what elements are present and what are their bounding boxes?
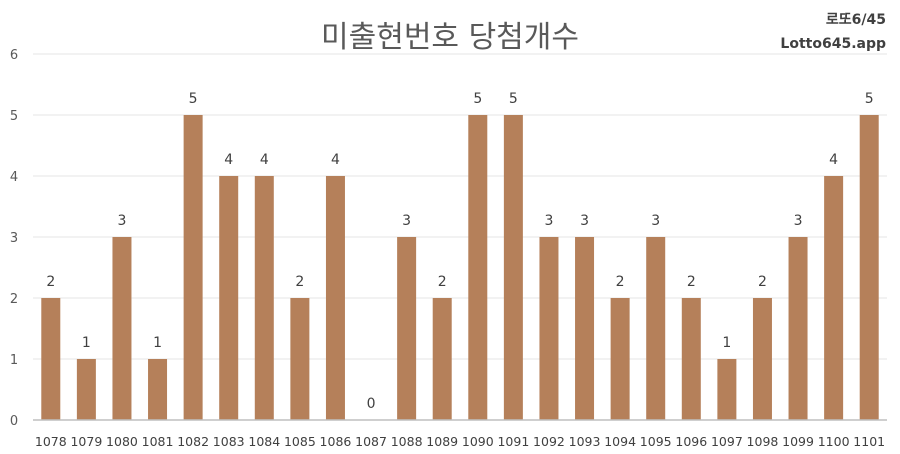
bar (646, 237, 666, 420)
x-tick-label: 1093 (569, 434, 601, 449)
y-tick-label: 1 (10, 353, 18, 368)
data-label: 4 (331, 152, 340, 168)
bar (610, 298, 630, 420)
data-label: 5 (189, 91, 198, 107)
bar (539, 237, 559, 420)
x-tick-label: 1099 (782, 434, 814, 449)
bar (219, 176, 239, 420)
data-label: 1 (153, 335, 162, 351)
bar (41, 298, 61, 420)
x-tick-label: 1082 (177, 434, 209, 449)
bar (397, 237, 417, 420)
x-tick-label: 1094 (604, 434, 636, 449)
data-label: 4 (829, 152, 838, 168)
x-tick-label: 1095 (640, 434, 672, 449)
bar (681, 298, 701, 420)
x-tick-label: 1079 (70, 434, 102, 449)
y-tick-label: 0 (10, 414, 18, 429)
data-label: 1 (82, 335, 91, 351)
x-tick-label: 1083 (213, 434, 245, 449)
data-label: 3 (544, 213, 553, 229)
bar (717, 359, 737, 420)
data-label: 2 (616, 274, 625, 290)
bar (468, 115, 488, 420)
data-label: 1 (722, 335, 731, 351)
data-label: 3 (117, 213, 126, 229)
bar (575, 237, 595, 420)
x-tick-label: 1088 (391, 434, 423, 449)
x-tick-label: 1080 (106, 434, 138, 449)
data-label: 0 (367, 396, 376, 412)
x-tick-label: 1100 (818, 434, 850, 449)
x-tick-label: 1086 (320, 434, 352, 449)
data-label: 5 (509, 91, 518, 107)
bar (290, 298, 310, 420)
x-tick-label: 1085 (284, 434, 316, 449)
y-tick-label: 2 (10, 292, 18, 307)
bar (503, 115, 523, 420)
x-tick-label: 1084 (248, 434, 280, 449)
data-label: 3 (794, 213, 803, 229)
x-tick-label: 1092 (533, 434, 565, 449)
x-tick-label: 1090 (462, 434, 494, 449)
data-label: 3 (580, 213, 589, 229)
x-tick-label: 1096 (675, 434, 707, 449)
y-tick-label: 5 (10, 109, 18, 124)
bar (752, 298, 772, 420)
y-tick-label: 6 (10, 48, 18, 63)
x-tick-label: 1078 (35, 434, 67, 449)
chart-title: 미출현번호 당첨개수 (321, 20, 579, 55)
y-tick-label: 4 (10, 170, 18, 185)
x-tick-label: 1101 (853, 434, 885, 449)
data-label: 5 (473, 91, 482, 107)
bar (824, 176, 844, 420)
data-label: 2 (46, 274, 55, 290)
y-tick-label: 3 (10, 231, 18, 246)
x-tick-label: 1091 (497, 434, 529, 449)
data-label: 2 (438, 274, 447, 290)
bar (254, 176, 274, 420)
bar (76, 359, 96, 420)
data-label: 2 (295, 274, 304, 290)
bar (325, 176, 345, 420)
data-label: 4 (224, 152, 233, 168)
data-label: 4 (260, 152, 269, 168)
bar (183, 115, 203, 420)
data-label: 2 (687, 274, 696, 290)
bar (788, 237, 808, 420)
x-tick-label: 1081 (142, 434, 174, 449)
brand-line-1: 로또6/45 (825, 12, 886, 28)
bar (432, 298, 452, 420)
data-label: 3 (402, 213, 411, 229)
bar (148, 359, 168, 420)
bar (112, 237, 132, 420)
data-label: 3 (651, 213, 660, 229)
data-label: 5 (865, 91, 874, 107)
x-tick-label: 1098 (747, 434, 779, 449)
bar (859, 115, 879, 420)
data-label: 2 (758, 274, 767, 290)
x-tick-label: 1087 (355, 434, 387, 449)
x-tick-label: 1097 (711, 434, 743, 449)
x-tick-label: 1089 (426, 434, 458, 449)
brand-watermark: 로또6/45 Lotto645.app (780, 8, 886, 56)
brand-line-2: Lotto645.app (780, 36, 886, 52)
